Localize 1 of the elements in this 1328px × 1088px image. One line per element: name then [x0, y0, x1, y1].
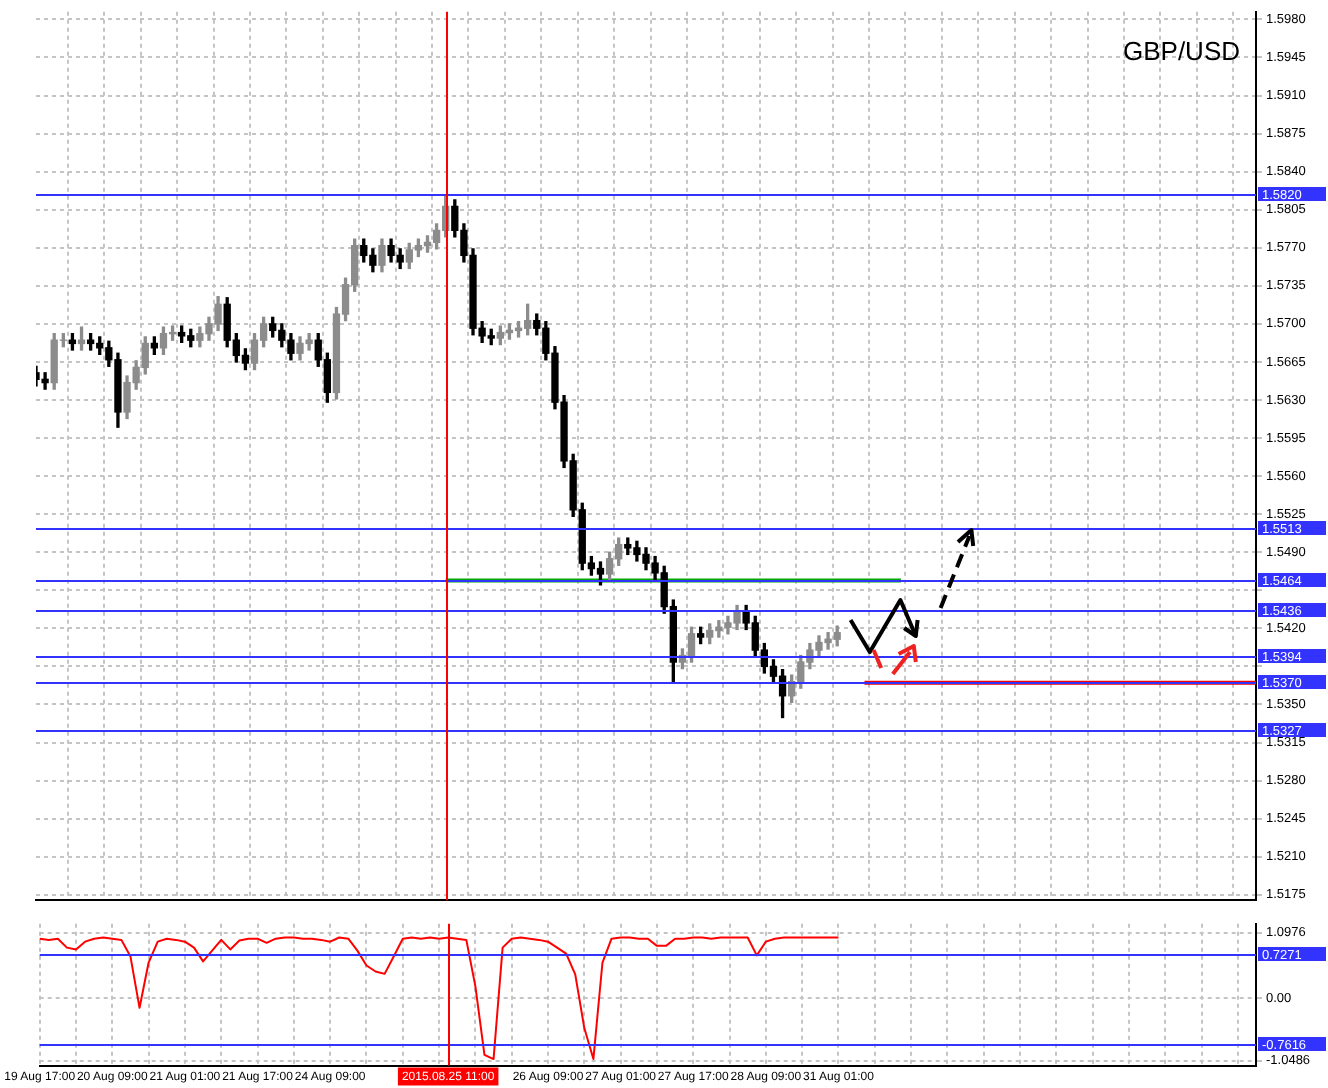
- text: GBP/USD: [1122, 35, 1240, 66]
